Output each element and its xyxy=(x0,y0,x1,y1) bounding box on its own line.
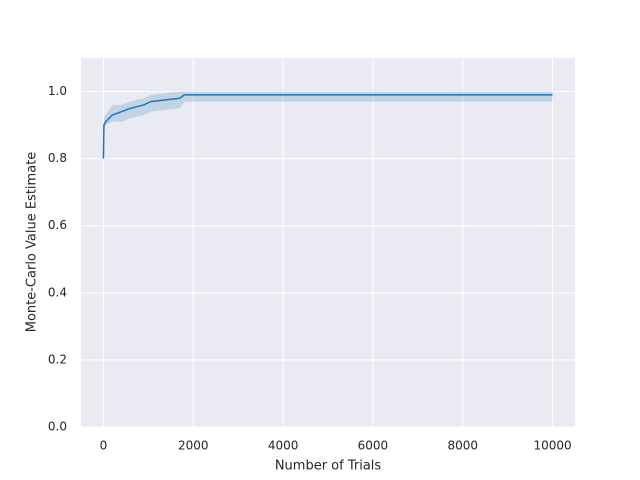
y-axis-label: Monte-Carlo Value Estimate xyxy=(25,152,40,333)
x-tick-label: 0 xyxy=(100,439,108,453)
line xyxy=(102,94,553,159)
y-tick-label: 0.8 xyxy=(48,151,67,165)
x-tick-label: 6000 xyxy=(358,439,389,453)
y-tick-label: 0.6 xyxy=(48,218,67,232)
x-tick-label: 10000 xyxy=(533,439,571,453)
y-tick-label: 0.2 xyxy=(48,352,67,366)
plot-area xyxy=(81,58,575,427)
x-axis-label: Number of Trials xyxy=(275,459,382,474)
x-tick-label: 4000 xyxy=(268,439,299,453)
y-tick-label: 0.4 xyxy=(48,285,67,299)
y-tick-label: 0.0 xyxy=(48,420,67,434)
confidence-band xyxy=(103,91,553,159)
x-tick-label: 8000 xyxy=(447,439,478,453)
x-tick-label: 2000 xyxy=(178,439,209,453)
y-tick-label: 1.0 xyxy=(48,84,67,98)
